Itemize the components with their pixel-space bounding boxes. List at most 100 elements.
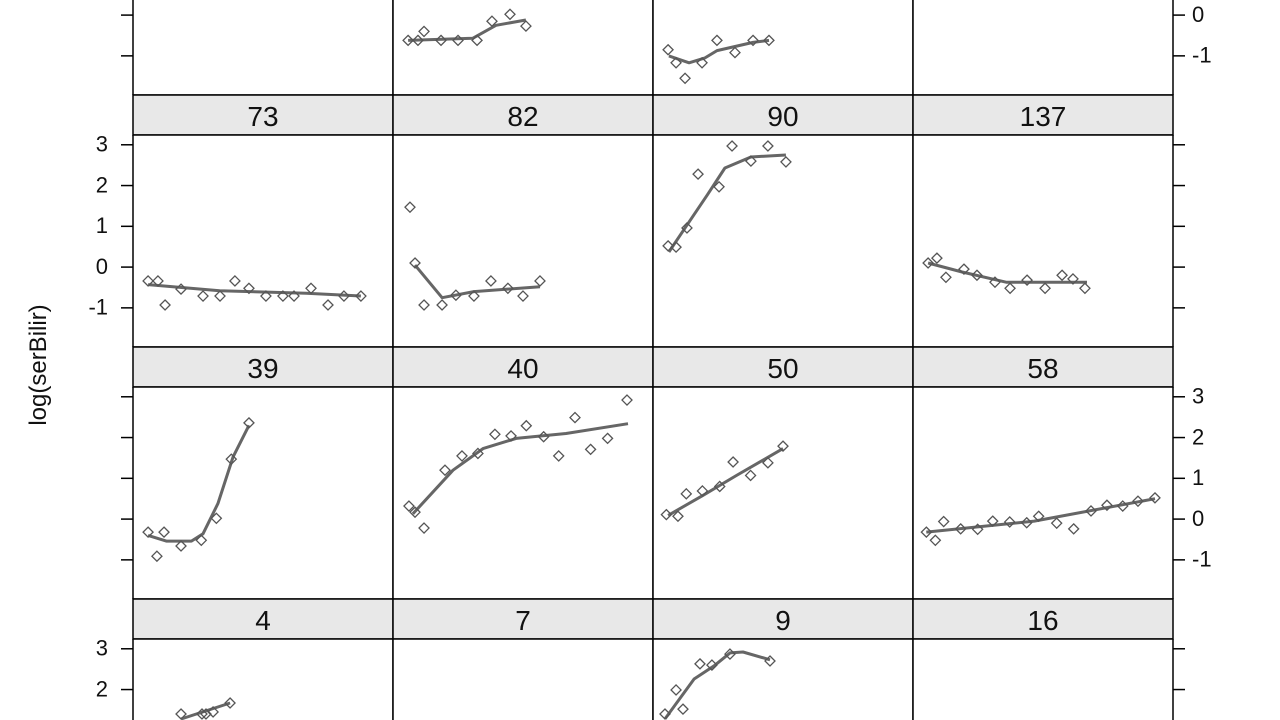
data-point bbox=[922, 257, 934, 269]
strip-label: 39 bbox=[247, 353, 278, 384]
data-point bbox=[175, 540, 187, 552]
data-point bbox=[1032, 510, 1045, 523]
data-point bbox=[986, 515, 999, 528]
strip-label: 50 bbox=[767, 353, 798, 384]
data-point bbox=[726, 140, 738, 152]
data-point bbox=[412, 34, 424, 47]
data-point bbox=[1004, 282, 1016, 295]
data-point bbox=[744, 469, 757, 482]
panel-4: 4 bbox=[132, 598, 394, 720]
data-point bbox=[537, 430, 550, 443]
data-point bbox=[989, 276, 1001, 289]
data-point bbox=[142, 526, 154, 539]
data-point bbox=[1085, 505, 1097, 517]
data-point bbox=[471, 34, 483, 47]
data-point bbox=[229, 275, 241, 287]
data-point bbox=[456, 449, 468, 462]
data-point bbox=[584, 443, 597, 456]
y-tick-label: 1 bbox=[96, 213, 108, 238]
data-point bbox=[954, 522, 967, 535]
data-point bbox=[940, 271, 952, 284]
data-point bbox=[243, 282, 255, 295]
strip bbox=[652, 598, 914, 640]
data-point bbox=[680, 487, 693, 500]
panel-58: 58 bbox=[912, 346, 1174, 600]
y-axis-label: log(serBilir) bbox=[25, 304, 52, 425]
panel-area bbox=[133, 387, 393, 599]
strip bbox=[132, 94, 394, 136]
data-point bbox=[747, 34, 759, 47]
strip-label: 4 bbox=[255, 605, 271, 636]
data-point bbox=[713, 180, 725, 193]
data-point bbox=[452, 34, 464, 47]
data-point bbox=[151, 550, 163, 563]
panel-area bbox=[393, 0, 653, 95]
data-point bbox=[724, 648, 736, 661]
strip bbox=[652, 346, 914, 388]
data-point bbox=[322, 299, 334, 311]
data-point bbox=[920, 526, 933, 539]
data-point bbox=[355, 290, 367, 302]
data-point bbox=[152, 275, 164, 287]
data-point bbox=[403, 500, 415, 512]
panel-area bbox=[393, 135, 653, 347]
data-point bbox=[520, 419, 533, 432]
data-point bbox=[696, 56, 708, 69]
data-point bbox=[937, 515, 950, 528]
y-tick-label: 3 bbox=[96, 132, 108, 157]
data-point bbox=[1116, 500, 1129, 512]
panel-r0c1 bbox=[392, 0, 654, 96]
y-tick-label: 2 bbox=[96, 172, 108, 197]
panel-137: 137 bbox=[912, 94, 1174, 348]
data-point bbox=[197, 290, 209, 302]
data-point bbox=[681, 222, 693, 234]
panel-16: 16 bbox=[912, 598, 1174, 720]
strip bbox=[652, 94, 914, 136]
data-point bbox=[489, 428, 501, 441]
panel-area bbox=[133, 0, 393, 95]
data-point bbox=[670, 56, 682, 69]
panel-9: 9 bbox=[652, 598, 914, 720]
data-point bbox=[777, 440, 789, 453]
data-point bbox=[504, 8, 516, 21]
data-point bbox=[520, 20, 532, 33]
fit-line bbox=[411, 422, 629, 515]
data-point bbox=[402, 34, 414, 47]
data-point bbox=[780, 155, 792, 168]
data-point bbox=[1039, 282, 1051, 295]
data-point bbox=[486, 15, 498, 28]
data-point bbox=[175, 283, 187, 296]
strip bbox=[392, 598, 654, 640]
fit-line bbox=[927, 261, 1087, 284]
data-point bbox=[338, 290, 350, 302]
data-point bbox=[1067, 522, 1080, 535]
data-point bbox=[175, 708, 187, 720]
data-point bbox=[305, 282, 317, 295]
data-point bbox=[958, 263, 970, 276]
panel-area bbox=[653, 639, 913, 720]
data-point bbox=[439, 464, 451, 477]
strip-label: 90 bbox=[767, 101, 798, 132]
data-point bbox=[409, 506, 421, 519]
fit-line bbox=[667, 447, 784, 517]
data-point bbox=[195, 534, 208, 547]
data-point bbox=[971, 269, 983, 282]
panel-area bbox=[913, 135, 1173, 347]
data-point bbox=[601, 432, 614, 445]
panel-area bbox=[133, 639, 393, 720]
panel-area bbox=[913, 639, 1173, 720]
data-point bbox=[196, 708, 208, 720]
data-point bbox=[409, 257, 421, 269]
y-tick-label: 3 bbox=[1192, 384, 1204, 409]
data-point bbox=[672, 510, 684, 523]
data-point bbox=[711, 34, 723, 47]
strip bbox=[132, 598, 394, 640]
data-point bbox=[727, 456, 739, 468]
data-point bbox=[1021, 274, 1033, 287]
strip-label: 73 bbox=[247, 101, 278, 132]
data-point bbox=[485, 275, 497, 287]
strip-label: 9 bbox=[775, 605, 791, 636]
y-tick-label: -1 bbox=[1192, 547, 1212, 572]
data-point bbox=[1132, 495, 1144, 508]
